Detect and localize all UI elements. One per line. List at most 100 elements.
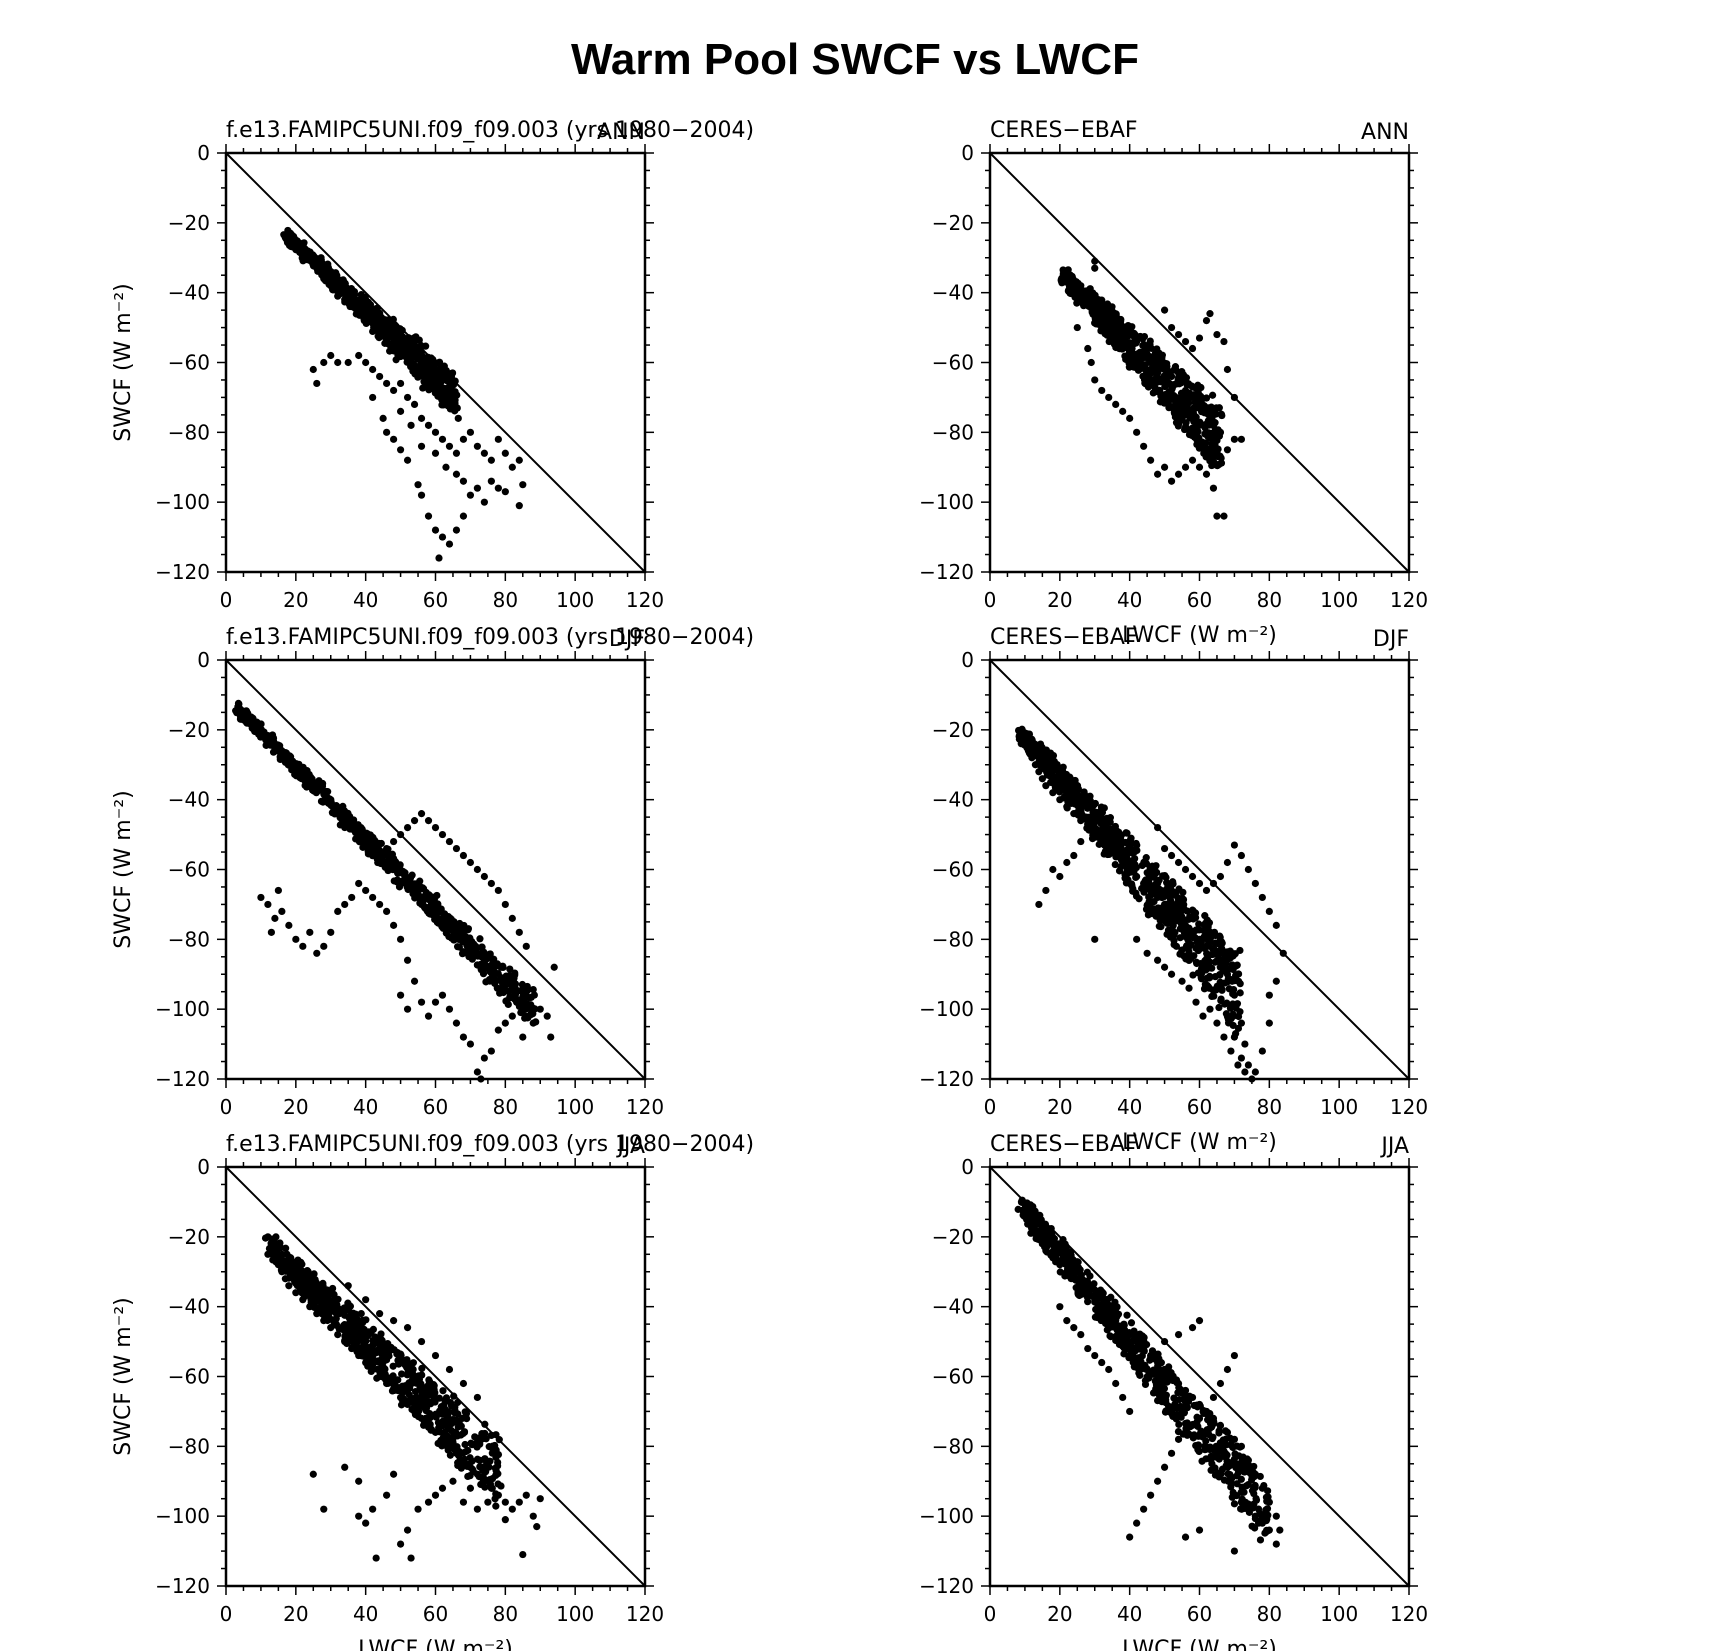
data-point: [264, 900, 272, 909]
data-point: [386, 859, 394, 867]
data-point: [1169, 878, 1177, 886]
data-point: [357, 290, 365, 299]
data-point: [327, 928, 335, 936]
data-point: [1063, 1317, 1071, 1325]
data-point: [1235, 977, 1243, 986]
data-point: [524, 1003, 532, 1011]
data-point: [1060, 779, 1068, 787]
data-point: [1018, 725, 1026, 733]
data-point: [438, 435, 447, 443]
data-point: [306, 928, 314, 936]
x-tick-label: 80: [1257, 1602, 1282, 1626]
data-point: [1174, 330, 1183, 339]
data-point: [1059, 270, 1067, 278]
panel-right-title: ANN: [1361, 120, 1409, 145]
data-point: [1218, 411, 1226, 420]
data-point: [334, 358, 342, 367]
data-points: [1015, 725, 1287, 1083]
y-tick-label: −60: [932, 1365, 974, 1389]
data-point: [1216, 872, 1225, 881]
data-point: [355, 879, 363, 888]
data-point: [1195, 1526, 1204, 1534]
data-point: [1143, 949, 1151, 957]
data-point: [1072, 795, 1080, 803]
data-point: [487, 477, 495, 485]
data-point: [461, 1408, 469, 1416]
data-point: [1193, 435, 1201, 443]
y-tick-label: −20: [168, 211, 210, 235]
data-point: [1223, 858, 1232, 867]
x-tick-label: 100: [1320, 588, 1358, 612]
data-point: [484, 1498, 492, 1506]
data-point: [452, 470, 461, 478]
data-point: [1276, 1526, 1284, 1534]
data-point: [1160, 844, 1169, 853]
data-point: [1213, 1019, 1221, 1027]
data-point: [494, 970, 502, 978]
data-point: [1209, 986, 1217, 994]
data-point: [1209, 408, 1217, 416]
data-point: [415, 336, 423, 344]
data-point: [446, 405, 455, 413]
y-axis-label: SWCF (W m⁻²): [111, 283, 136, 442]
data-point: [1134, 355, 1142, 364]
data-point: [1126, 1407, 1134, 1416]
data-point: [277, 1266, 286, 1274]
data-point: [447, 1402, 456, 1410]
data-point: [1206, 310, 1214, 318]
x-tick-label: 40: [353, 588, 378, 612]
data-point: [515, 1498, 523, 1506]
data-point: [422, 1397, 430, 1406]
y-tick-label: 0: [197, 648, 210, 672]
data-point: [512, 986, 521, 994]
data-point: [376, 372, 384, 381]
data-point: [473, 442, 481, 450]
data-point: [1185, 924, 1193, 932]
data-point: [1112, 1379, 1120, 1388]
data-point: [396, 935, 405, 943]
data-point: [357, 307, 365, 315]
data-point: [403, 956, 412, 964]
data-point: [511, 971, 519, 979]
x-tick-label: 120: [626, 588, 664, 612]
data-point: [431, 526, 440, 534]
data-point: [1279, 949, 1287, 957]
data-point: [1110, 834, 1118, 842]
data-point: [371, 305, 380, 313]
data-point: [377, 1335, 385, 1344]
data-point: [299, 942, 307, 950]
data-point: [467, 940, 475, 949]
data-point: [369, 893, 377, 902]
data-point: [1117, 863, 1125, 871]
data-point: [406, 1397, 414, 1405]
x-tick-label: 0: [984, 588, 997, 612]
data-point: [303, 250, 311, 258]
data-point: [1065, 775, 1073, 783]
data-point: [1211, 448, 1219, 456]
data-point: [348, 893, 356, 902]
data-point: [369, 393, 377, 402]
data-point: [1181, 865, 1190, 874]
data-point: [1167, 851, 1176, 860]
data-point: [348, 821, 356, 829]
x-tick-label: 60: [1187, 1095, 1212, 1119]
x-tick-label: 120: [1390, 588, 1428, 612]
data-point: [400, 871, 409, 880]
data-point: [1146, 864, 1154, 873]
x-tick-label: 120: [1390, 1095, 1428, 1119]
data-point: [419, 885, 428, 893]
data-point: [1140, 858, 1148, 866]
data-point: [494, 484, 502, 492]
data-point: [450, 1392, 458, 1400]
data-point: [494, 886, 502, 895]
data-point: [308, 775, 316, 783]
data-point: [1221, 1000, 1229, 1008]
data-point: [1144, 911, 1152, 919]
x-tick-label: 20: [1047, 1095, 1072, 1119]
data-point: [1035, 768, 1043, 776]
data-point: [1208, 391, 1217, 399]
data-point: [355, 1477, 363, 1485]
data-point: [310, 1270, 318, 1278]
data-point: [1126, 1533, 1134, 1541]
